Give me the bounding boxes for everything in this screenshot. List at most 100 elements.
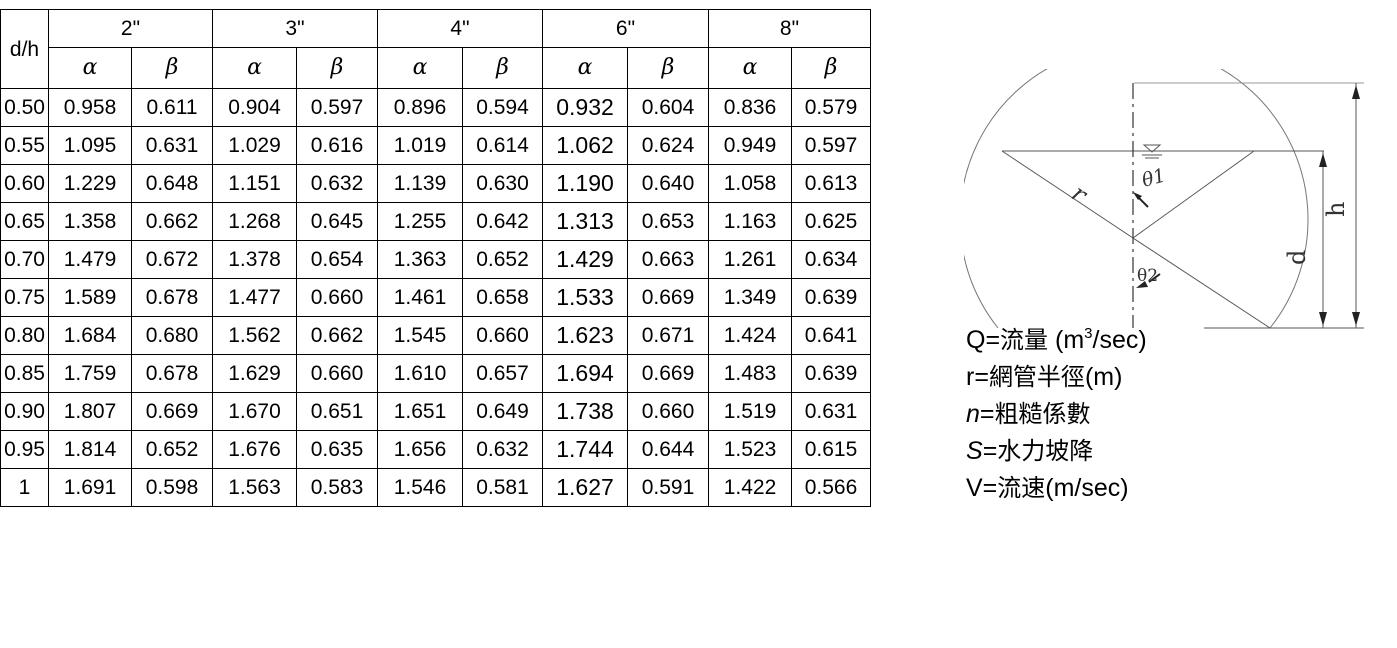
beta-value-cell: 0.642 bbox=[462, 202, 543, 241]
alpha-value-cell: 1.694 bbox=[542, 354, 628, 393]
table-row: 0.85 1.759 0.678 1.629 0.660 1.610 0.657 1.694 0… bbox=[0, 354, 871, 393]
alpha-value-cell: 1.019 bbox=[377, 126, 463, 165]
beta-value-cell: 0.631 bbox=[131, 126, 213, 165]
alpha-value-cell: 1.533 bbox=[542, 278, 628, 317]
alpha-value-cell: 1.610 bbox=[377, 354, 463, 393]
beta-value-cell: 0.658 bbox=[462, 278, 543, 317]
pipe-cross-section-diagram: r θ1 θ2 d h bbox=[964, 69, 1364, 329]
beta-value-cell: 0.604 bbox=[627, 88, 709, 127]
coefficient-table: d/h 2" 3" 4" 6" 8" α β α β α β α β α β 0… bbox=[0, 9, 871, 507]
alpha-value-cell: 1.807 bbox=[48, 392, 132, 431]
beta-value-cell: 0.662 bbox=[131, 202, 213, 241]
alpha-value-cell: 1.546 bbox=[377, 468, 463, 507]
row-dh-value: 0.50 bbox=[0, 88, 49, 127]
beta-value-cell: 0.583 bbox=[296, 468, 378, 507]
legend-n-text: 粗糙係數 bbox=[994, 400, 1091, 428]
table-row: 0.70 1.479 0.672 1.378 0.654 1.363 0.652 1.429 0… bbox=[0, 240, 871, 279]
table-row: 0.90 1.807 0.669 1.670 0.651 1.651 0.649 1.738 0… bbox=[0, 392, 871, 431]
alpha-value-cell: 1.378 bbox=[212, 240, 297, 279]
header-pipe-size: 8" bbox=[708, 9, 871, 48]
legend-q-unit-end: /sec) bbox=[1092, 326, 1147, 354]
beta-value-cell: 0.648 bbox=[131, 164, 213, 203]
beta-value-cell: 0.671 bbox=[627, 316, 709, 355]
beta-value-cell: 0.597 bbox=[791, 126, 871, 165]
row-dh-value: 0.70 bbox=[0, 240, 49, 279]
alpha-value-cell: 1.759 bbox=[48, 354, 132, 393]
alpha-value-cell: 1.461 bbox=[377, 278, 463, 317]
beta-value-cell: 0.678 bbox=[131, 354, 213, 393]
alpha-value-cell: 0.958 bbox=[48, 88, 132, 127]
legend-v-text: 流速 bbox=[997, 474, 1046, 502]
beta-value-cell: 0.660 bbox=[462, 316, 543, 355]
row-dh-value: 0.85 bbox=[0, 354, 49, 393]
alpha-value-cell: 0.949 bbox=[708, 126, 792, 165]
beta-value-cell: 0.631 bbox=[791, 392, 871, 431]
alpha-value-cell: 0.896 bbox=[377, 88, 463, 127]
beta-value-cell: 0.614 bbox=[462, 126, 543, 165]
alpha-value-cell: 1.029 bbox=[212, 126, 297, 165]
alpha-value-cell: 1.744 bbox=[542, 430, 628, 469]
theta2-arrow bbox=[1148, 273, 1161, 283]
beta-value-cell: 0.653 bbox=[627, 202, 709, 241]
beta-value-cell: 0.654 bbox=[296, 240, 378, 279]
alpha-value-cell: 1.151 bbox=[212, 164, 297, 203]
header-alpha: α bbox=[48, 47, 132, 89]
alpha-value-cell: 1.562 bbox=[212, 316, 297, 355]
beta-value-cell: 0.579 bbox=[791, 88, 871, 127]
alpha-value-cell: 1.519 bbox=[708, 392, 792, 431]
legend-q-prefix: Q= bbox=[966, 326, 1001, 354]
beta-value-cell: 0.652 bbox=[462, 240, 543, 279]
legend-n-eq: = bbox=[979, 400, 995, 428]
legend-q-unit-sup: 3 bbox=[1084, 325, 1093, 342]
legend-n-symbol: n bbox=[966, 400, 980, 428]
row-dh-value: 0.90 bbox=[0, 392, 49, 431]
legend-r-prefix: r= bbox=[966, 363, 989, 391]
header-alpha: α bbox=[708, 47, 792, 89]
alpha-value-cell: 1.545 bbox=[377, 316, 463, 355]
header-pipe-size: 4" bbox=[377, 9, 543, 48]
header-beta: β bbox=[791, 47, 871, 89]
beta-value-cell: 0.652 bbox=[131, 430, 213, 469]
alpha-value-cell: 0.932 bbox=[542, 88, 628, 127]
header-alpha: α bbox=[377, 47, 463, 89]
alpha-value-cell: 0.904 bbox=[212, 88, 297, 127]
legend-q-text: 流量 bbox=[1000, 326, 1049, 354]
beta-value-cell: 0.662 bbox=[296, 316, 378, 355]
label-h: h bbox=[1322, 202, 1350, 217]
alpha-value-cell: 1.163 bbox=[708, 202, 792, 241]
alpha-value-cell: 1.363 bbox=[377, 240, 463, 279]
beta-value-cell: 0.625 bbox=[791, 202, 871, 241]
label-d: d bbox=[1283, 250, 1311, 265]
beta-value-cell: 0.632 bbox=[462, 430, 543, 469]
alpha-value-cell: 1.139 bbox=[377, 164, 463, 203]
legend-v-unit: (m/sec) bbox=[1045, 474, 1129, 502]
alpha-value-cell: 1.058 bbox=[708, 164, 792, 203]
radius-line-right bbox=[1132, 150, 1255, 239]
alpha-value-cell: 1.691 bbox=[48, 468, 132, 507]
beta-value-cell: 0.660 bbox=[296, 354, 378, 393]
row-dh-value: 0.95 bbox=[0, 430, 49, 469]
alpha-value-cell: 1.563 bbox=[212, 468, 297, 507]
alpha-value-cell: 1.589 bbox=[48, 278, 132, 317]
alpha-value-cell: 1.479 bbox=[48, 240, 132, 279]
beta-value-cell: 0.680 bbox=[131, 316, 213, 355]
beta-value-cell: 0.639 bbox=[791, 278, 871, 317]
legend-r: r=網管半徑(m) bbox=[966, 359, 1147, 396]
alpha-value-cell: 1.627 bbox=[542, 468, 628, 507]
header-pipe-size: 3" bbox=[212, 9, 378, 48]
alpha-value-cell: 1.255 bbox=[377, 202, 463, 241]
legend-s-eq: = bbox=[982, 437, 998, 465]
alpha-value-cell: 1.422 bbox=[708, 468, 792, 507]
alpha-value-cell: 1.313 bbox=[542, 202, 628, 241]
header-row-pipe-size: d/h 2" 3" 4" 6" 8" bbox=[0, 9, 871, 89]
table-row: 0.95 1.814 0.652 1.676 0.635 1.656 0.632 1.744 0… bbox=[0, 430, 871, 469]
alpha-value-cell: 1.358 bbox=[48, 202, 132, 241]
header-row-coefficients: α β α β α β α β α β bbox=[1, 47, 871, 89]
row-dh-value: 0.75 bbox=[0, 278, 49, 317]
table-row: 0.60 1.229 0.648 1.151 0.632 1.139 0.630 1.190 0… bbox=[0, 164, 871, 203]
alpha-value-cell: 1.629 bbox=[212, 354, 297, 393]
alpha-value-cell: 1.738 bbox=[542, 392, 628, 431]
row-dh-value: 0.60 bbox=[0, 164, 49, 203]
table-row: 0.65 1.358 0.662 1.268 0.645 1.255 0.642 1.313 0… bbox=[0, 202, 871, 241]
legend-s-symbol: S bbox=[966, 437, 983, 465]
